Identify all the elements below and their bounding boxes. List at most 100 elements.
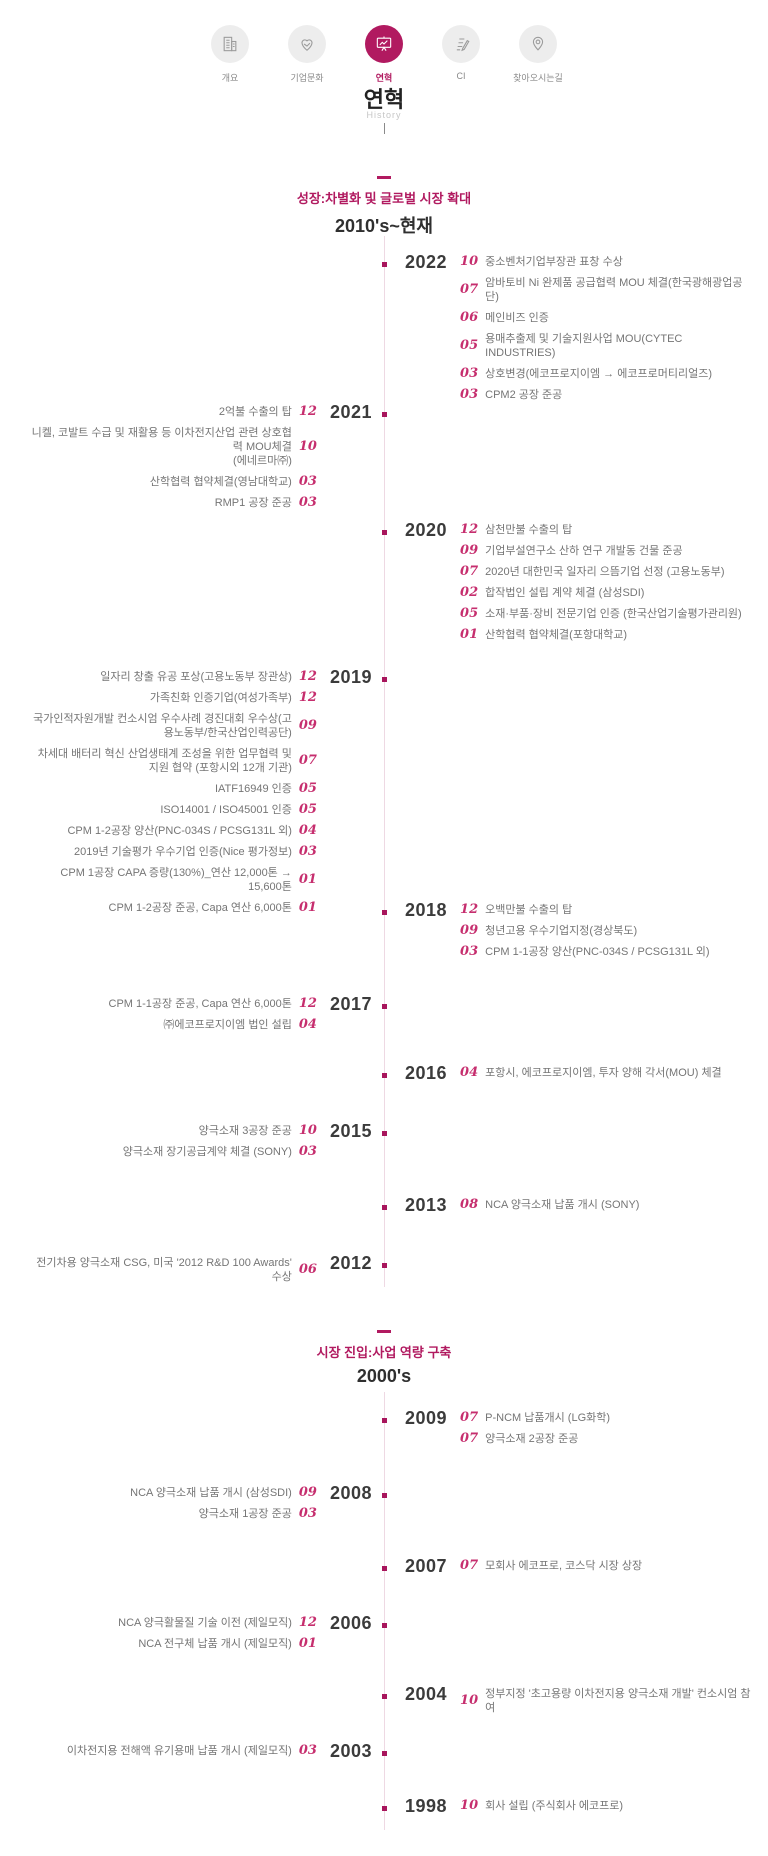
entry-month: 03	[298, 1144, 317, 1159]
entry-month: 09	[298, 1485, 317, 1500]
section-period: 2010's~현재	[335, 216, 433, 236]
entry-month: 10	[460, 1693, 479, 1708]
nav-item-overview[interactable]: 개요	[201, 25, 259, 84]
timeline-dot	[382, 910, 387, 915]
entry-text: NCA 전구체 납품 개시 (제일모직)	[138, 1638, 292, 1650]
year-block-2020: 2020 12 삼천만불 수출의 탑 09 기업부설연구소 산하 연구 개발동 건물 준…	[405, 521, 755, 649]
year-block-2021: 2억불 수출의 탑 12 니켈, 코발트 수급 및 재활용 등 이차전지산업 관련 …	[0, 403, 372, 517]
entry-month: 10	[460, 1798, 479, 1813]
entry-text: 양극소재 3공장 준공	[198, 1125, 292, 1137]
year-block-2015: 양극소재 3공장 준공 10 양극소재 장기공급계약 체결 (SONY) 03 2015	[0, 1122, 372, 1166]
history-entry: 12 삼천만불 수출의 탑	[460, 523, 742, 537]
history-entry: NCA 양극소재 납품 개시 (삼성SDI) 09	[130, 1486, 317, 1500]
entry-text: 용매추출제 및 기술지원사업 MOU(CYTEC INDUSTRIES)	[485, 333, 683, 359]
entry-text: 포항시, 에코프로지이엠, 투자 양해 각서(MOU) 체결	[485, 1067, 722, 1079]
entry-text: 기업부설연구소 산하 연구 개발동 건물 준공	[485, 545, 683, 557]
entry-list: 이차전지용 전해액 유기용매 납품 개시 (제일모직) 03	[67, 1742, 317, 1765]
entry-text: 국가인적자원개발 컨소시엄 우수사례 경진대회 우수상(고용노동부/한국산업인력…	[33, 713, 292, 739]
entry-month: 03	[298, 844, 317, 859]
year-label: 2013	[405, 1195, 448, 1215]
history-entry: 07 양극소재 2공장 준공	[460, 1432, 610, 1446]
section-header-growth: 성장:차별화 및 글로벌 시장 확대 2010's~현재	[0, 176, 768, 238]
entry-month: 09	[298, 718, 317, 733]
timeline-dot	[382, 677, 387, 682]
history-entry: 가족친화 인증기업(여성가족부) 12	[150, 691, 317, 705]
entry-text: 양극소재 2공장 준공	[485, 1433, 579, 1445]
entry-list: 12 삼천만불 수출의 탑 09 기업부설연구소 산하 연구 개발동 건물 준공 07 2…	[460, 521, 742, 649]
year-label: 2015	[329, 1121, 372, 1141]
entry-text: 회사 설립 (주식회사 에코프로)	[485, 1800, 624, 1812]
year-label: 2022	[405, 252, 448, 272]
entry-month: 04	[298, 823, 317, 838]
entry-month: 12	[298, 690, 317, 705]
entry-text: 합작법인 설립 계약 체결 (삼성SDI)	[485, 587, 645, 599]
entry-text: RMP1 공장 준공	[214, 497, 292, 509]
entry-month: 09	[460, 923, 479, 938]
year-label: 2021	[329, 402, 372, 422]
history-entry: 09 청년고용 우수기업지정(경상북도)	[460, 924, 710, 938]
location-pin-icon	[519, 25, 557, 63]
entry-list: 04 포항시, 에코프로지이엠, 투자 양해 각서(MOU) 체결	[460, 1064, 722, 1087]
entry-month: 12	[298, 996, 317, 1011]
entry-text: 양극소재 1공장 준공	[198, 1508, 292, 1520]
entry-list: 전기차용 양극소재 CSG, 미국 '2012 R&D 100 Awards' …	[30, 1254, 317, 1291]
nav-label: 기업문화	[290, 73, 324, 83]
entry-month: 03	[298, 1506, 317, 1521]
section-dash	[377, 1330, 391, 1333]
entry-list: 10 중소벤처기업부장관 표창 수상 07 암바토비 Ni 완제품 공급협력 MOU …	[460, 253, 755, 409]
section-dash	[377, 176, 391, 179]
entry-month: 03	[460, 944, 479, 959]
entry-list: 12 오백만불 수출의 탑 09 청년고용 우수기업지정(경상북도) 03 CPM 1-1…	[460, 901, 710, 966]
entry-text: 산학협력 협약체결(영남대학교)	[149, 476, 292, 488]
nav-item-ci[interactable]: CI	[432, 25, 490, 84]
history-entry: IATF16949 인증 05	[215, 782, 317, 796]
entry-month: 01	[298, 872, 317, 887]
history-entry: 니켈, 코발트 수급 및 재활용 등 이차전지산업 관련 상호협력 MOU체결 …	[30, 426, 317, 468]
year-block-2019: 일자리 창출 유공 포상(고용노동부 장관상) 12 가족친화 인증기업(여성가족부…	[0, 668, 372, 922]
entry-month: 05	[460, 338, 479, 353]
history-entry: 양극소재 장기공급계약 체결 (SONY) 03	[123, 1145, 317, 1159]
entry-text: 메인비즈 인증	[485, 312, 549, 324]
entry-month: 01	[460, 627, 479, 642]
entry-text: 암바토비 Ni 완제품 공급협력 MOU 체결(한국광해광업공단)	[485, 277, 743, 303]
entry-list: 07 P-NCM 납품개시 (LG화학) 07 양극소재 2공장 준공	[460, 1409, 610, 1453]
year-label: 2006	[329, 1613, 372, 1633]
year-block-2018: 2018 12 오백만불 수출의 탑 09 청년고용 우수기업지정(경상북도) 03 CPM…	[405, 901, 755, 966]
presentation-chart-icon	[365, 25, 403, 63]
entry-text: ISO14001 / ISO45001 인증	[160, 804, 292, 816]
entry-text: 상호변경(에코프로지이엠 → 에코프로머티리얼즈)	[485, 368, 712, 380]
entry-text: NCA 양극소재 납품 개시 (SONY)	[485, 1199, 640, 1211]
nav-label: 찾아오시는길	[513, 73, 563, 83]
year-block-2013: 2013 08 NCA 양극소재 납품 개시 (SONY)	[405, 1196, 755, 1219]
history-entry: 양극소재 3공장 준공 10	[199, 1124, 317, 1138]
entry-text: 오백만불 수출의 탑	[485, 904, 573, 916]
entry-month: 07	[460, 1431, 479, 1446]
entry-month: 01	[298, 1636, 317, 1651]
entry-month: 03	[298, 474, 317, 489]
nav-item-culture[interactable]: 기업문화	[278, 25, 336, 84]
timeline-dot	[382, 412, 387, 417]
entry-month: 12	[298, 404, 317, 419]
nav-item-directions[interactable]: 찾아오시는길	[509, 25, 567, 84]
timeline-dot	[382, 1205, 387, 1210]
nav-item-history[interactable]: 연혁	[355, 25, 413, 84]
entry-month: 10	[298, 439, 317, 454]
section-header-market-entry: 시장 진입:사업 역량 구축 2000's	[0, 1330, 768, 1387]
timeline-dot	[382, 1566, 387, 1571]
entry-text: CPM 1-1공장 준공, Capa 연산 6,000톤	[108, 998, 292, 1010]
history-entry: 산학협력 협약체결(영남대학교) 03	[150, 475, 317, 489]
entry-month: 10	[298, 1123, 317, 1138]
entry-month: 09	[460, 543, 479, 558]
timeline-dot	[382, 1694, 387, 1699]
entry-text: 산학협력 협약체결(포항대학교)	[485, 629, 628, 641]
year-block-2022: 2022 10 중소벤처기업부장관 표창 수상 07 암바토비 Ni 완제품 공급협력 …	[405, 253, 755, 409]
entry-month: 12	[298, 1615, 317, 1630]
history-entry: 07 2020년 대한민국 일자리 으뜸기업 선정 (고용노동부)	[460, 565, 742, 579]
history-entry: 일자리 창출 유공 포상(고용노동부 장관상) 12	[100, 670, 317, 684]
entry-month: 06	[460, 310, 479, 325]
history-entry: RMP1 공장 준공 03	[215, 496, 317, 510]
timeline-dot	[382, 1131, 387, 1136]
year-label: 2018	[405, 900, 448, 920]
entry-month: 10	[460, 254, 479, 269]
